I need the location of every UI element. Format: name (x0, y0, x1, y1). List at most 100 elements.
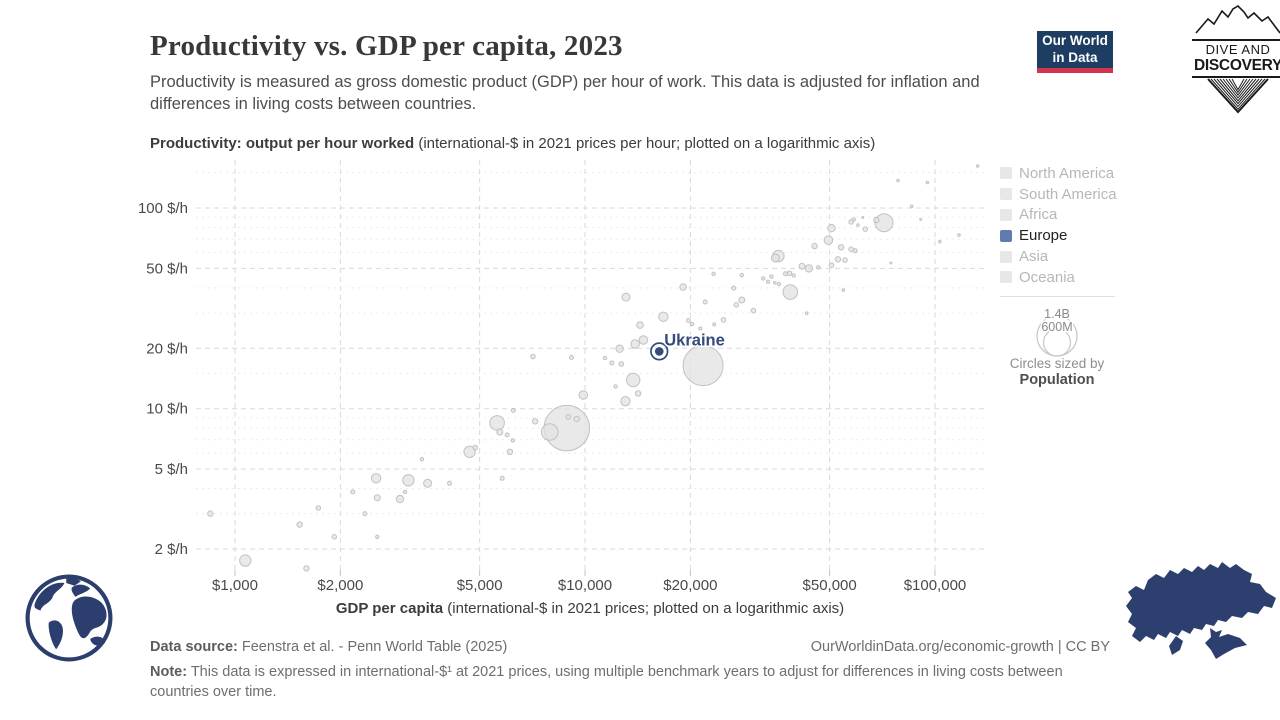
data-point[interactable] (296, 521, 303, 528)
data-point[interactable] (852, 248, 858, 254)
data-point[interactable] (510, 438, 515, 443)
data-point[interactable] (303, 565, 310, 572)
license-link[interactable]: OurWorldinData.org/economic-growth | CC … (810, 639, 1110, 655)
legend-item-south-america[interactable]: South America (1000, 184, 1125, 205)
data-point[interactable] (636, 321, 644, 329)
legend-item-africa[interactable]: Africa (1000, 205, 1125, 226)
data-point[interactable] (702, 299, 708, 305)
data-point[interactable] (565, 414, 572, 420)
data-point[interactable] (851, 217, 856, 222)
data-point[interactable] (499, 475, 505, 481)
data-point[interactable] (496, 428, 504, 436)
data-point[interactable] (315, 505, 322, 511)
data-point[interactable] (615, 344, 624, 353)
data-point[interactable] (578, 390, 589, 400)
data-point[interactable] (804, 264, 813, 273)
data-point[interactable] (811, 242, 818, 250)
legend-item-europe[interactable]: Europe (1000, 225, 1125, 246)
data-point[interactable] (739, 272, 744, 278)
data-point[interactable] (841, 288, 846, 292)
data-point[interactable] (837, 244, 845, 251)
data-point[interactable] (402, 489, 408, 495)
data-point[interactable] (761, 276, 766, 281)
data-point[interactable] (828, 262, 835, 269)
data-point[interactable] (798, 262, 806, 270)
data-point[interactable] (685, 318, 691, 323)
data-point[interactable] (373, 494, 381, 502)
data-point[interactable] (957, 233, 961, 237)
data-point[interactable] (698, 326, 703, 331)
data-point[interactable] (711, 271, 716, 276)
data-point[interactable] (720, 317, 727, 323)
data-point[interactable] (506, 448, 514, 455)
data-point[interactable] (834, 256, 842, 263)
data-point[interactable] (765, 279, 771, 284)
data-point[interactable] (621, 292, 631, 302)
data-point[interactable] (531, 418, 539, 425)
data-point[interactable] (689, 321, 695, 327)
legend-item-north-america[interactable]: North America (1000, 163, 1125, 184)
data-point[interactable] (679, 283, 687, 291)
data-point[interactable] (609, 360, 615, 366)
data-point[interactable] (423, 478, 433, 488)
data-point[interactable] (510, 408, 516, 413)
data-point[interactable] (658, 311, 669, 322)
data-point[interactable] (791, 273, 796, 278)
data-point[interactable] (350, 489, 356, 495)
legend-item-oceania[interactable]: Oceania (1000, 267, 1125, 288)
data-point[interactable] (896, 178, 900, 183)
data-point[interactable] (873, 216, 880, 224)
data-point[interactable] (712, 322, 717, 327)
data-point[interactable] (375, 534, 380, 539)
data-point[interactable] (472, 444, 479, 451)
data-point[interactable] (447, 480, 452, 486)
legend-item-asia[interactable]: Asia (1000, 246, 1125, 267)
data-point[interactable] (733, 302, 740, 308)
data-point[interactable] (626, 372, 641, 388)
data-point[interactable] (975, 164, 980, 168)
data-point[interactable] (620, 396, 631, 407)
data-point[interactable] (816, 265, 821, 270)
data-point[interactable] (783, 271, 788, 277)
data-point[interactable] (613, 384, 618, 389)
data-point[interactable] (370, 473, 382, 484)
data-point[interactable] (919, 217, 923, 221)
data-point[interactable] (504, 432, 510, 438)
ukraine-label[interactable]: Ukraine (663, 330, 727, 351)
data-point[interactable] (638, 335, 649, 345)
owid-logo[interactable]: Our World in Data (1037, 31, 1113, 73)
data-point[interactable] (419, 457, 425, 462)
data-point[interactable] (804, 311, 809, 316)
data-point[interactable] (463, 445, 476, 458)
data-point[interactable] (331, 534, 338, 540)
data-point[interactable] (530, 353, 536, 360)
data-point[interactable] (602, 355, 608, 361)
data-point[interactable] (782, 284, 799, 300)
data-point[interactable] (682, 345, 724, 387)
data-point[interactable] (738, 296, 746, 304)
data-point[interactable] (618, 361, 625, 367)
data-point[interactable] (395, 494, 405, 504)
data-point[interactable] (861, 216, 865, 219)
data-point[interactable] (750, 307, 757, 314)
data-point[interactable] (862, 226, 869, 232)
data-point[interactable] (634, 390, 642, 397)
data-point[interactable] (856, 223, 860, 227)
data-point[interactable] (630, 339, 640, 349)
data-point[interactable] (569, 355, 574, 360)
data-point[interactable] (731, 285, 737, 291)
data-point[interactable] (573, 415, 580, 423)
data-point[interactable] (207, 510, 214, 517)
data-point[interactable] (402, 474, 415, 487)
data-point[interactable] (889, 261, 893, 265)
data-point[interactable] (827, 224, 836, 233)
data-point[interactable] (909, 204, 914, 209)
data-point[interactable] (823, 235, 834, 245)
data-point[interactable] (938, 239, 942, 244)
data-point[interactable] (489, 415, 505, 431)
data-point[interactable] (925, 180, 930, 185)
data-point[interactable] (540, 423, 559, 441)
data-point[interactable] (773, 281, 777, 285)
data-point[interactable] (239, 554, 252, 567)
data-point[interactable] (776, 281, 782, 287)
